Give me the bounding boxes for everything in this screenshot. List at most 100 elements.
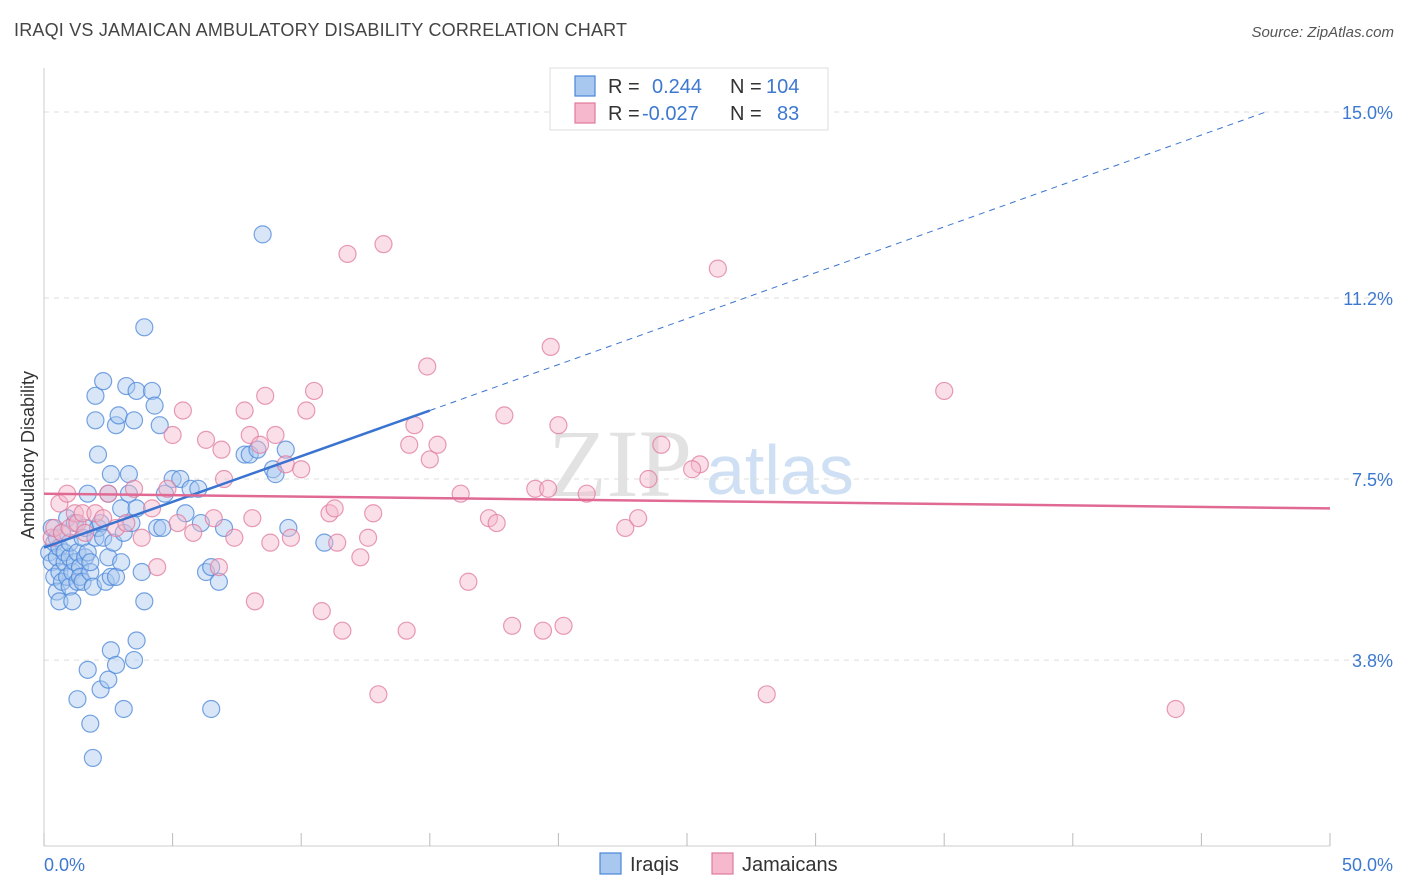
- jamaican-point: [708, 259, 727, 278]
- jamaican-point: [68, 513, 87, 533]
- jamaican-point: [243, 509, 262, 528]
- jamaican-point: [549, 416, 568, 435]
- jamaican-point: [148, 557, 167, 577]
- iraqi-point: [124, 411, 144, 430]
- jamaican-point: [235, 401, 254, 420]
- jamaican-point: [459, 572, 478, 591]
- iraqi-point: [202, 557, 221, 577]
- jamaican-point: [364, 504, 383, 523]
- jamaican-point: [209, 557, 228, 577]
- iraqi-point: [148, 518, 167, 538]
- iraqi-point: [94, 528, 113, 547]
- y-tick-label: 7.5%: [1352, 470, 1393, 490]
- jamaican-point: [132, 528, 151, 547]
- iraqi-point: [86, 386, 105, 405]
- legend-iraqis-n-value: 104: [766, 76, 799, 98]
- jamaican-point: [212, 440, 231, 459]
- iraqi-point: [114, 699, 133, 719]
- iraqi-point: [150, 416, 169, 435]
- iraqi-point: [142, 381, 162, 401]
- jamaican-point: [616, 518, 635, 538]
- chart-title: IRAQI VS JAMAICAN AMBULATORY DISABILITY …: [14, 20, 628, 40]
- legend-jamaicans-r-label: R =: [608, 103, 640, 125]
- iraqi-point: [81, 714, 100, 733]
- iraqi-point: [135, 592, 154, 611]
- iraqi-point: [248, 440, 267, 459]
- legend-top-box: [549, 67, 829, 131]
- jamaican-point: [256, 386, 275, 405]
- jamaican-point: [652, 435, 671, 454]
- y-tick-label: 15.0%: [1342, 103, 1393, 123]
- jamaican-point: [526, 479, 545, 498]
- jamaican-trend-line: [43, 492, 1331, 510]
- legend-jamaicans-n-label: N =: [730, 103, 762, 125]
- legend-iraqis-n-label: N =: [730, 76, 762, 98]
- iraqi-point: [94, 372, 113, 391]
- iraqi-point: [127, 631, 146, 650]
- iraqi-point: [73, 572, 92, 591]
- legend-jamaicans-n-value: 83: [777, 103, 799, 125]
- iraqi-point: [68, 690, 87, 709]
- jamaican-point: [73, 504, 92, 523]
- legend-jamaicans-r-value: -0.027: [642, 103, 699, 125]
- jamaican-point: [683, 460, 702, 479]
- jamaican-point: [158, 479, 177, 498]
- iraqi-point: [253, 225, 272, 244]
- jamaican-point: [629, 509, 648, 528]
- jamaican-point: [297, 401, 316, 420]
- legend-top: R = 0.244 N = 104 R = -0.027 N = 83: [549, 67, 829, 131]
- jamaican-point: [541, 337, 560, 357]
- jamaican-point: [397, 621, 416, 640]
- x-tick-min: 0.0%: [44, 855, 85, 875]
- jamaican-point: [266, 425, 285, 445]
- iraqi-point: [70, 567, 90, 586]
- jamaican-point: [173, 401, 192, 420]
- y-axis-label: Ambulatory Disability: [18, 371, 38, 539]
- jamaican-point: [304, 381, 324, 401]
- iraqi-point: [81, 553, 100, 572]
- jamaican-point: [351, 548, 370, 567]
- iraqi-point: [96, 572, 115, 591]
- jamaican-point: [1166, 699, 1185, 719]
- y-tick-label: 3.8%: [1352, 651, 1393, 671]
- iraqi-point: [135, 318, 154, 337]
- iraqi-point: [63, 592, 82, 611]
- jamaican-point: [328, 533, 347, 552]
- jamaican-point: [428, 435, 447, 454]
- iraqi-point: [124, 650, 144, 670]
- iraqi-point: [99, 670, 118, 689]
- iraqi-point: [209, 572, 228, 591]
- legend-iraqis-swatch: [574, 75, 596, 97]
- iraqi-point: [202, 699, 221, 719]
- legend-jamaicans-swatch: [574, 102, 596, 124]
- jamaican-point: [245, 592, 265, 611]
- x-tick-max: 50.0%: [1342, 855, 1393, 875]
- jamaican-point: [358, 528, 378, 547]
- jamaican-point: [281, 528, 301, 547]
- jamaican-point: [333, 621, 352, 640]
- iraqi-point: [155, 484, 174, 503]
- iraqi-point: [78, 660, 97, 679]
- jamaican-point: [320, 504, 339, 523]
- iraqi-point: [117, 376, 136, 396]
- jamaican-point: [639, 469, 658, 489]
- y-tick-label: 11.2%: [1343, 289, 1393, 309]
- iraqi-point: [86, 411, 105, 430]
- jamaican-point: [369, 685, 388, 704]
- iraqi-point: [81, 562, 100, 582]
- iraqi-point: [153, 518, 172, 538]
- iraqi-point: [145, 396, 164, 415]
- series-iraqis: [40, 225, 334, 768]
- jamaican-point: [495, 406, 514, 425]
- x-axis-ticks: [43, 833, 1331, 846]
- jamaican-point: [184, 523, 203, 542]
- jamaican-point: [325, 499, 344, 518]
- jamaican-point: [374, 235, 393, 254]
- legend-bottom-jamaicans-label: Jamaicans: [742, 854, 838, 876]
- jamaican-point: [163, 425, 182, 445]
- legend-iraqis-r-label: R =: [608, 76, 640, 98]
- jamaican-point: [400, 435, 419, 454]
- iraqi-trend-line: [43, 409, 431, 549]
- trend-lines: [43, 111, 1331, 549]
